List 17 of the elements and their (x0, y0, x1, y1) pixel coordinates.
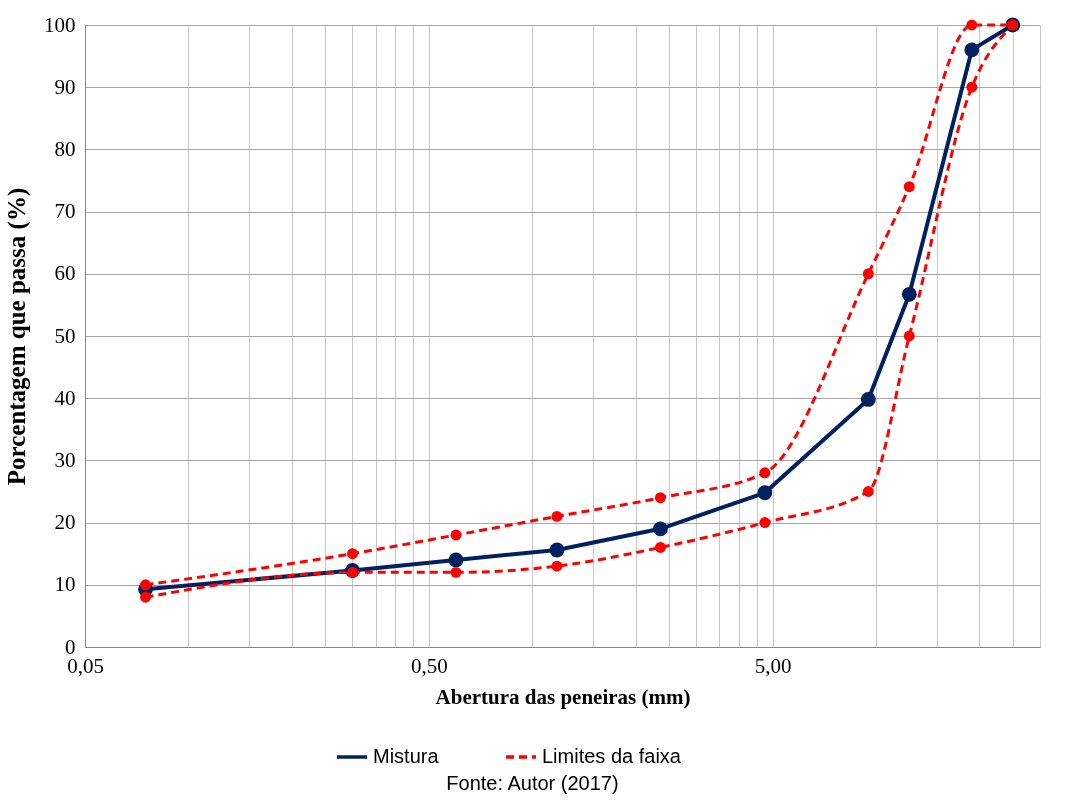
y-tick-label: 40 (54, 385, 76, 410)
y-tick-label: 50 (54, 323, 76, 348)
y-tick-label: 30 (54, 447, 76, 472)
source-note: Fonte: Autor (2017) (445, 772, 620, 795)
y-tick-label: 90 (54, 74, 76, 99)
legend-label: Mistura (373, 745, 440, 767)
y-tick-label: 80 (54, 136, 76, 161)
y-tick-label: 20 (54, 510, 76, 535)
y-axis-title: Porcentagem que passa (%) (3, 187, 31, 486)
y-tick-label: 60 (54, 261, 76, 286)
x-axis-title: Abertura das peneiras (mm) (435, 684, 691, 709)
y-tick-label: 10 (54, 572, 76, 597)
x-tick-label: 0,50 (410, 653, 448, 678)
y-tick-label: 100 (44, 12, 76, 37)
x-tick-label: 5,00 (754, 653, 792, 678)
legend-label: Limites da faixa (542, 745, 682, 767)
y-tick-label: 70 (54, 199, 76, 224)
